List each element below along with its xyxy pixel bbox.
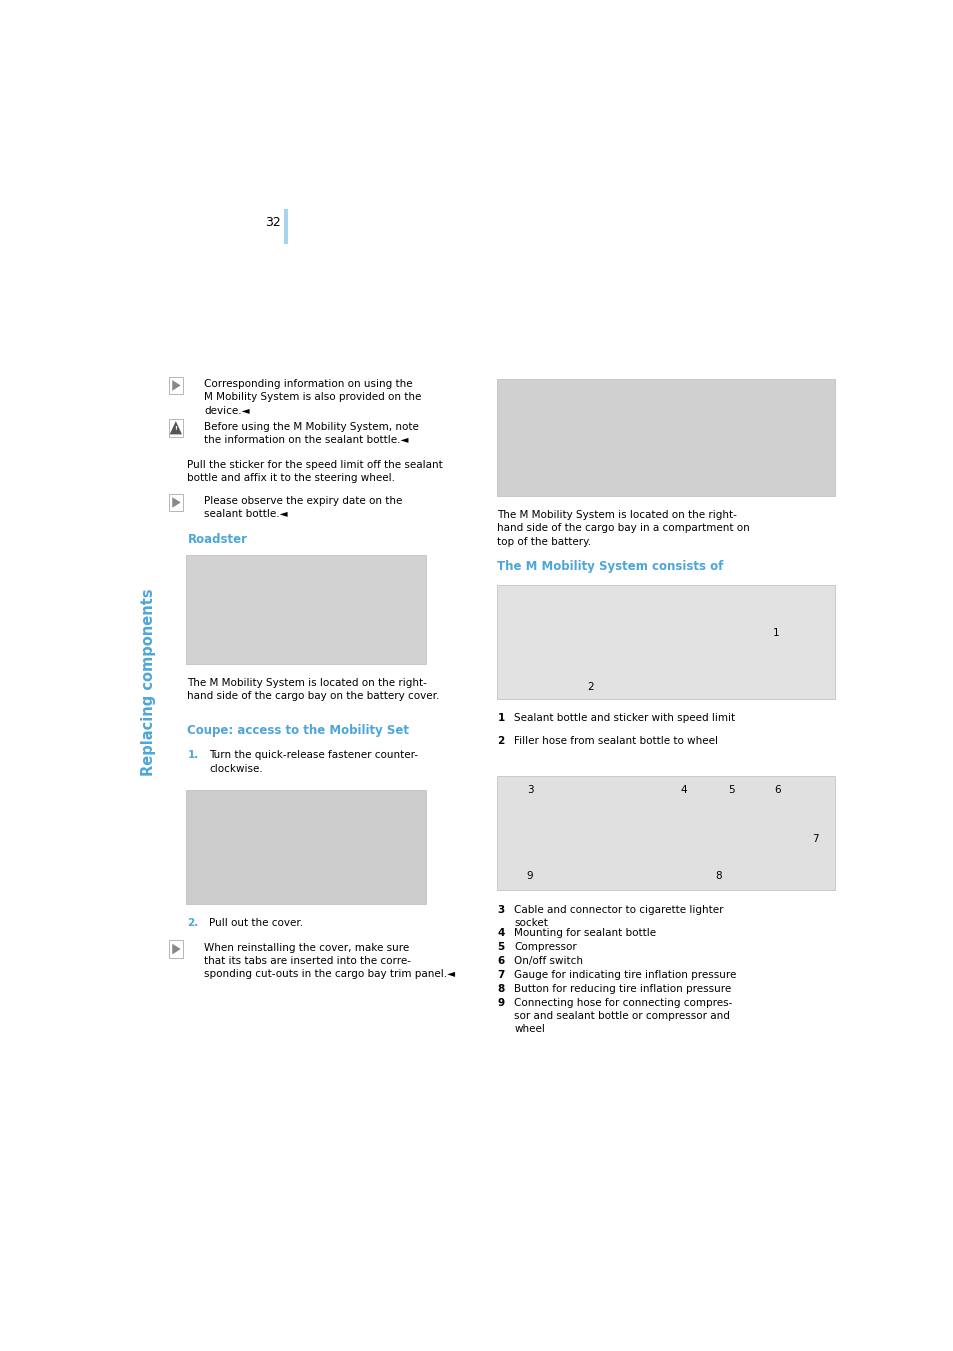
Text: 6: 6	[497, 957, 504, 966]
Text: The M Mobility System is located on the right-
hand side of the cargo bay on the: The M Mobility System is located on the …	[187, 678, 439, 701]
FancyBboxPatch shape	[186, 555, 426, 665]
Text: 5: 5	[497, 942, 504, 952]
Text: Cable and connector to cigarette lighter
socket: Cable and connector to cigarette lighter…	[514, 905, 723, 928]
FancyBboxPatch shape	[186, 790, 426, 904]
Text: 6: 6	[774, 785, 781, 794]
Polygon shape	[172, 497, 180, 508]
FancyBboxPatch shape	[497, 380, 834, 496]
Text: When reinstalling the cover, make sure
that its tabs are inserted into the corre: When reinstalling the cover, make sure t…	[204, 943, 456, 979]
FancyBboxPatch shape	[169, 940, 183, 958]
Text: 8: 8	[497, 984, 504, 994]
Text: 4: 4	[679, 785, 686, 794]
Text: Roadster: Roadster	[187, 534, 247, 546]
Text: 3: 3	[526, 785, 533, 794]
Text: 3: 3	[497, 905, 504, 915]
Text: 2: 2	[586, 682, 593, 692]
Text: Before using the M Mobility System, note
the information on the sealant bottle.◄: Before using the M Mobility System, note…	[204, 422, 419, 444]
Text: On/off switch: On/off switch	[514, 957, 583, 966]
Text: Button for reducing tire inflation pressure: Button for reducing tire inflation press…	[514, 984, 731, 994]
Text: Corresponding information on using the
M Mobility System is also provided on the: Corresponding information on using the M…	[204, 380, 421, 416]
Text: The M Mobility System consists of: The M Mobility System consists of	[497, 561, 723, 573]
Text: !: !	[174, 427, 177, 431]
Text: 2.: 2.	[187, 919, 198, 928]
Text: Filler hose from sealant bottle to wheel: Filler hose from sealant bottle to wheel	[514, 736, 718, 746]
Text: Pull out the cover.: Pull out the cover.	[209, 919, 303, 928]
Text: 1.: 1.	[187, 750, 198, 761]
FancyBboxPatch shape	[283, 209, 288, 243]
Text: Gauge for indicating tire inflation pressure: Gauge for indicating tire inflation pres…	[514, 970, 736, 979]
Text: 4: 4	[497, 928, 504, 939]
Text: 8: 8	[714, 871, 720, 881]
Text: Turn the quick-release fastener counter-
clockwise.: Turn the quick-release fastener counter-…	[209, 750, 417, 774]
Text: Replacing components: Replacing components	[141, 589, 156, 775]
Text: Pull the sticker for the speed limit off the sealant
bottle and affix it to the : Pull the sticker for the speed limit off…	[187, 461, 443, 484]
Text: Sealant bottle and sticker with speed limit: Sealant bottle and sticker with speed li…	[514, 713, 735, 723]
Text: 32: 32	[264, 216, 280, 228]
Polygon shape	[172, 944, 180, 954]
Text: Coupe: access to the Mobility Set: Coupe: access to the Mobility Set	[187, 724, 409, 738]
Text: 5: 5	[727, 785, 734, 794]
Polygon shape	[172, 380, 180, 390]
Text: 1: 1	[497, 713, 504, 723]
Text: 9: 9	[497, 997, 504, 1008]
Text: Compressor: Compressor	[514, 942, 577, 952]
Polygon shape	[170, 422, 182, 435]
FancyBboxPatch shape	[169, 493, 183, 511]
Text: 1: 1	[772, 628, 779, 638]
Text: 9: 9	[526, 871, 533, 881]
Text: 7: 7	[811, 834, 818, 844]
Text: Please observe the expiry date on the
sealant bottle.◄: Please observe the expiry date on the se…	[204, 496, 402, 520]
FancyBboxPatch shape	[169, 419, 183, 436]
Text: Connecting hose for connecting compres-
sor and sealant bottle or compressor and: Connecting hose for connecting compres- …	[514, 997, 732, 1034]
Text: The M Mobility System is located on the right-
hand side of the cargo bay in a c: The M Mobility System is located on the …	[497, 511, 749, 547]
Text: 7: 7	[497, 970, 504, 979]
FancyBboxPatch shape	[497, 775, 834, 890]
FancyBboxPatch shape	[169, 377, 183, 394]
Text: 2: 2	[497, 736, 504, 746]
FancyBboxPatch shape	[497, 585, 834, 698]
Text: Mounting for sealant bottle: Mounting for sealant bottle	[514, 928, 656, 939]
